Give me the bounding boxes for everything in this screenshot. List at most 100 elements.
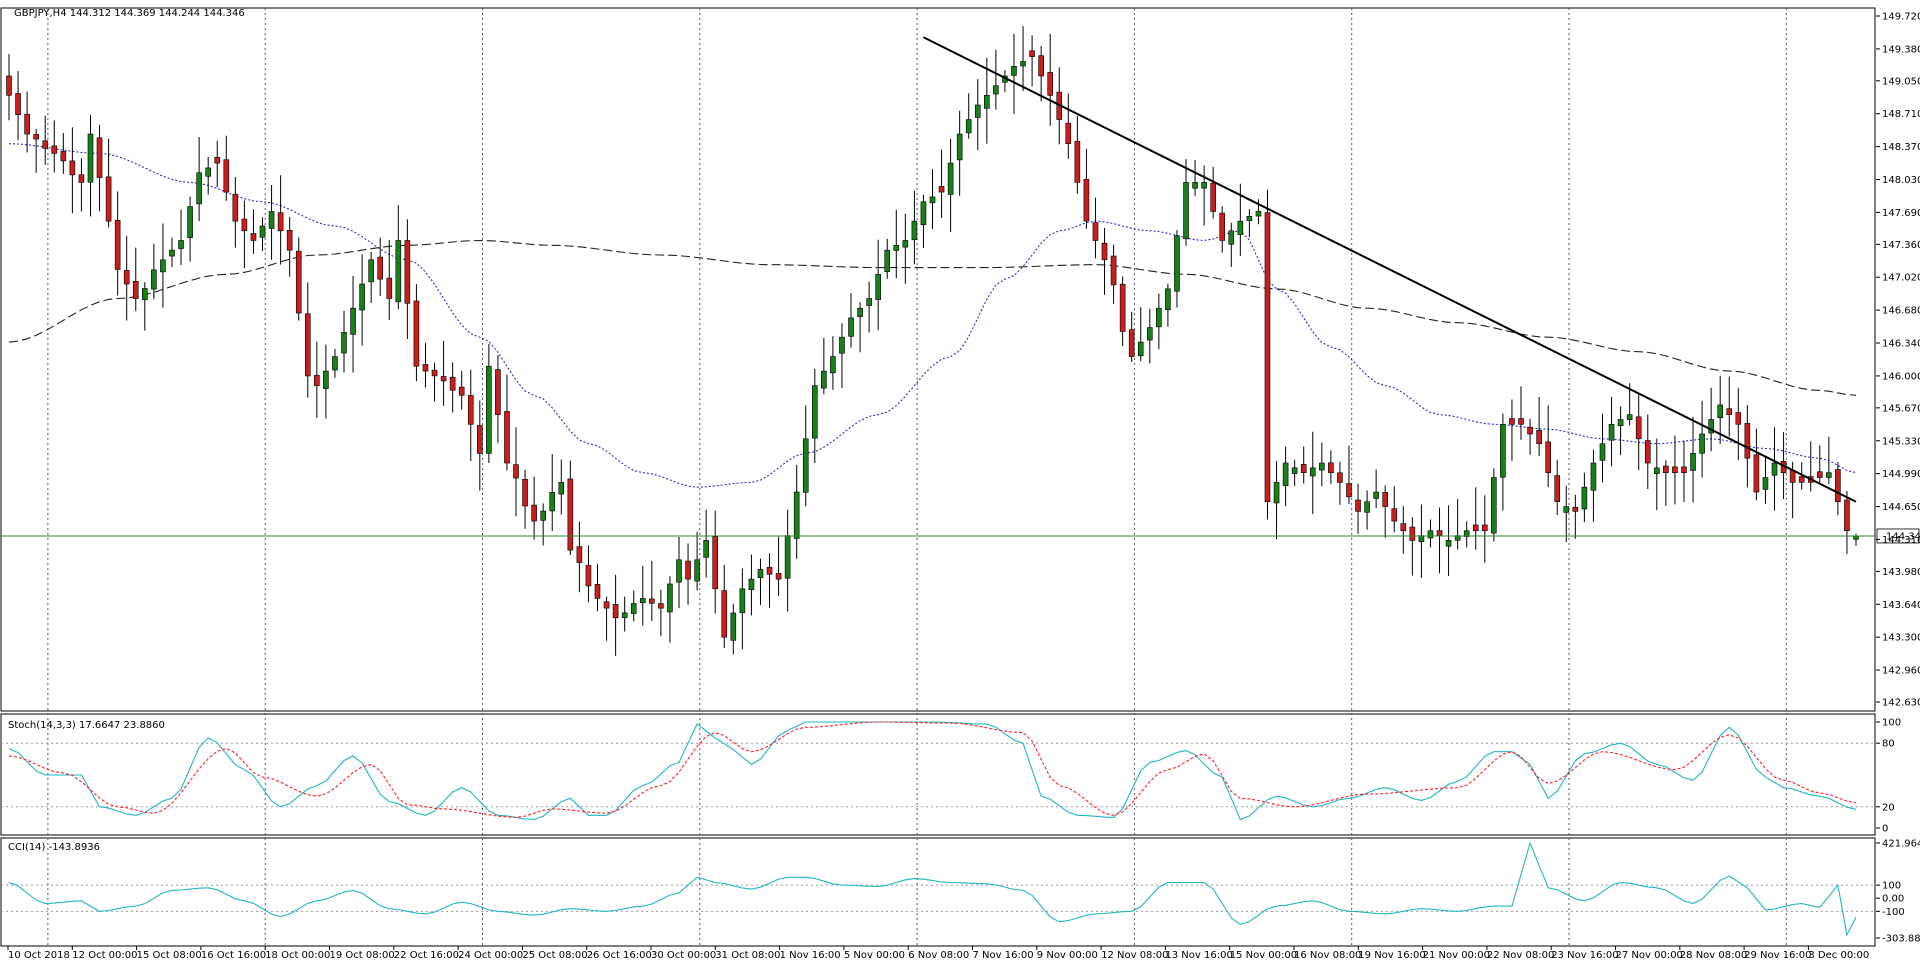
candle[interactable] bbox=[1518, 386, 1524, 440]
candle[interactable] bbox=[576, 521, 583, 593]
candle[interactable] bbox=[1029, 35, 1035, 87]
candles[interactable] bbox=[6, 26, 1859, 656]
candle[interactable] bbox=[567, 460, 574, 556]
candle[interactable] bbox=[1183, 159, 1189, 246]
candle[interactable] bbox=[1319, 442, 1325, 487]
candle[interactable] bbox=[114, 191, 121, 296]
candle[interactable] bbox=[1110, 244, 1117, 304]
candle[interactable] bbox=[1092, 197, 1099, 259]
candle[interactable] bbox=[1309, 431, 1316, 514]
candle[interactable] bbox=[1463, 521, 1470, 548]
candle[interactable] bbox=[1771, 427, 1778, 511]
candle[interactable] bbox=[1300, 446, 1307, 484]
candle[interactable] bbox=[1509, 399, 1515, 461]
candle[interactable] bbox=[1672, 435, 1678, 505]
candle[interactable] bbox=[974, 79, 981, 151]
candle[interactable] bbox=[1816, 445, 1823, 485]
candle[interactable] bbox=[169, 237, 175, 267]
candle[interactable] bbox=[314, 341, 320, 418]
candle[interactable] bbox=[286, 217, 293, 277]
candle[interactable] bbox=[268, 184, 275, 260]
candle[interactable] bbox=[1291, 459, 1298, 487]
candle[interactable] bbox=[540, 503, 546, 546]
candle[interactable] bbox=[1156, 293, 1162, 350]
candle[interactable] bbox=[956, 110, 963, 196]
candle[interactable] bbox=[730, 603, 737, 655]
candle[interactable] bbox=[866, 281, 872, 333]
candle[interactable] bbox=[1427, 519, 1434, 548]
candle[interactable] bbox=[1654, 438, 1660, 511]
candle[interactable] bbox=[486, 344, 492, 463]
candle[interactable] bbox=[1762, 455, 1769, 504]
candle[interactable] bbox=[558, 459, 565, 515]
candle[interactable] bbox=[1409, 517, 1416, 576]
candle[interactable] bbox=[24, 91, 30, 153]
candle[interactable] bbox=[857, 302, 863, 353]
candle[interactable] bbox=[811, 368, 818, 463]
candle[interactable] bbox=[938, 149, 945, 218]
candle[interactable] bbox=[793, 464, 800, 559]
candle[interactable] bbox=[359, 254, 365, 346]
candle[interactable] bbox=[1174, 230, 1180, 308]
candle[interactable] bbox=[748, 554, 755, 616]
candle[interactable] bbox=[1753, 428, 1760, 501]
candle[interactable] bbox=[802, 405, 809, 507]
candle[interactable] bbox=[1744, 405, 1751, 488]
candle[interactable] bbox=[621, 596, 628, 632]
candle[interactable] bbox=[1617, 406, 1624, 456]
candle[interactable] bbox=[694, 531, 700, 591]
candle[interactable] bbox=[413, 284, 420, 382]
candle[interactable] bbox=[87, 114, 94, 217]
candle[interactable] bbox=[304, 282, 311, 398]
candle[interactable] bbox=[1500, 413, 1506, 511]
candle[interactable] bbox=[377, 237, 384, 296]
candle[interactable] bbox=[1735, 388, 1742, 461]
candle[interactable] bbox=[830, 336, 836, 390]
candle[interactable] bbox=[1065, 93, 1072, 159]
candle[interactable] bbox=[51, 120, 58, 173]
candle[interactable] bbox=[1355, 483, 1361, 534]
candle[interactable] bbox=[1572, 494, 1579, 539]
candle[interactable] bbox=[757, 558, 764, 605]
candle[interactable] bbox=[1826, 436, 1832, 484]
candle[interactable] bbox=[1391, 486, 1398, 533]
candle[interactable] bbox=[395, 204, 402, 310]
candle[interactable] bbox=[232, 176, 239, 248]
candle[interactable] bbox=[467, 369, 474, 461]
candle[interactable] bbox=[1337, 461, 1343, 505]
candle[interactable] bbox=[386, 239, 393, 320]
candle[interactable] bbox=[1273, 461, 1280, 540]
candle[interactable] bbox=[1282, 446, 1289, 507]
candle[interactable] bbox=[1074, 115, 1081, 194]
candle[interactable] bbox=[1219, 206, 1226, 253]
candle[interactable] bbox=[477, 400, 483, 491]
candle[interactable] bbox=[495, 355, 501, 444]
candle[interactable] bbox=[1165, 283, 1171, 327]
candle[interactable] bbox=[1038, 45, 1044, 102]
candle[interactable] bbox=[33, 128, 39, 173]
candle[interactable] bbox=[585, 545, 592, 603]
candle[interactable] bbox=[1364, 490, 1370, 530]
candle[interactable] bbox=[69, 127, 76, 214]
candle[interactable] bbox=[132, 247, 139, 312]
candle[interactable] bbox=[920, 194, 927, 248]
candle[interactable] bbox=[151, 243, 157, 300]
candle[interactable] bbox=[1101, 227, 1108, 295]
candle[interactable] bbox=[1328, 450, 1334, 484]
candle[interactable] bbox=[1373, 469, 1379, 509]
candle[interactable] bbox=[332, 349, 338, 378]
candle[interactable] bbox=[440, 340, 447, 406]
candle[interactable] bbox=[658, 589, 664, 637]
candle[interactable] bbox=[965, 93, 972, 139]
candle[interactable] bbox=[368, 251, 374, 303]
candle[interactable] bbox=[422, 342, 429, 388]
candle[interactable] bbox=[603, 596, 610, 641]
candle[interactable] bbox=[350, 275, 356, 373]
candle[interactable] bbox=[1264, 189, 1271, 520]
candle[interactable] bbox=[42, 115, 49, 165]
candle[interactable] bbox=[15, 70, 21, 141]
candle[interactable] bbox=[1635, 394, 1642, 471]
candle[interactable] bbox=[549, 454, 556, 531]
candle[interactable] bbox=[1554, 460, 1561, 516]
candle[interactable] bbox=[630, 590, 637, 622]
